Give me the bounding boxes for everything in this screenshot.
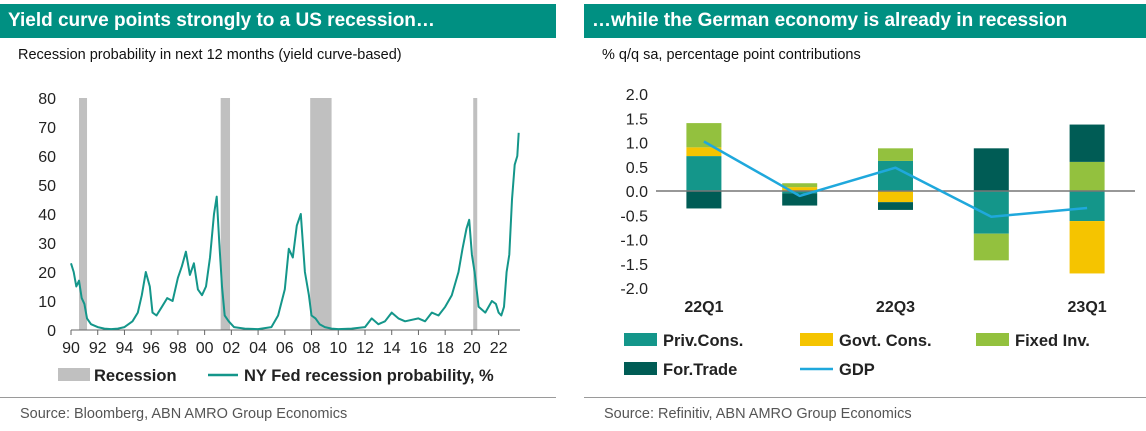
- recession-probability-line: [70, 132, 520, 331]
- x-tick-label: 06: [276, 340, 294, 357]
- x-tick-label: 18: [436, 340, 454, 357]
- bar-segment: [1069, 161, 1105, 191]
- y-tick-label: 1.0: [626, 136, 648, 153]
- y-tick-label: 40: [38, 207, 56, 224]
- x-tick-label: 90: [62, 340, 80, 357]
- bar-segment: [782, 191, 818, 194]
- x-tick-label: 08: [303, 340, 321, 357]
- recession-band: [220, 98, 231, 330]
- gdp-line: [703, 140, 1088, 218]
- x-tick-label: 02: [222, 340, 240, 357]
- y-tick-label: 80: [38, 91, 56, 108]
- left-chart-source: Source: Bloomberg, ABN AMRO Group Econom…: [20, 406, 348, 422]
- bar-segment: [973, 233, 1009, 261]
- x-tick-label: 12: [356, 340, 374, 357]
- legend-swatch: [976, 333, 1009, 346]
- legend-swatch: [624, 362, 657, 375]
- recession-band: [310, 98, 332, 330]
- y-tick-label: 70: [38, 120, 56, 137]
- x-tick-label: 94: [116, 340, 134, 357]
- y-tick-label: 0.5: [626, 160, 648, 177]
- y-tick-label: 60: [38, 149, 56, 166]
- y-tick-label: 50: [38, 178, 56, 195]
- x-tick-label: 22: [490, 340, 508, 357]
- bar-segment: [878, 202, 913, 210]
- bar-segment: [686, 156, 722, 191]
- us-recession-probability-chart: 0 10 20 30 40 50 60 70 80 90 92 94 96 98 00 02 04 06 08 10 1…: [38, 91, 520, 385]
- right-chart-subtitle: % q/q sa, percentage point contributions: [602, 47, 861, 63]
- right-chart-source: Source: Refinitiv, ABN AMRO Group Econom…: [604, 406, 912, 422]
- y-tick-label: 10: [38, 294, 56, 311]
- right-chart-panel: …while the German economy is already in …: [584, 0, 1146, 431]
- y-tick-label: 2.0: [626, 87, 648, 104]
- bar-segment: [782, 187, 818, 191]
- y-tick-label: -0.5: [620, 208, 648, 225]
- y-tick-label: 1.5: [626, 111, 648, 128]
- right-chart-title: …while the German economy is already in …: [584, 4, 1146, 38]
- y-tick-label: 30: [38, 236, 56, 253]
- right-source-divider: [584, 397, 1146, 398]
- bar-segment: [1069, 221, 1105, 274]
- y-tick-label: -2.0: [620, 281, 648, 298]
- x-tick-label: 92: [89, 340, 107, 357]
- x-tick-label: 96: [142, 340, 160, 357]
- bar-segment: [782, 183, 818, 188]
- legend-recession-swatch: [58, 368, 90, 381]
- recession-band: [473, 98, 478, 330]
- x-tick-label: 10: [329, 340, 347, 357]
- legend-swatch: [624, 333, 657, 346]
- bar-segment: [1069, 124, 1105, 162]
- x-tick-label: 00: [196, 340, 214, 357]
- legend-swatch: [800, 333, 833, 346]
- x-tick-label: 14: [383, 340, 401, 357]
- bar-segment: [782, 193, 818, 206]
- bar-segment: [686, 123, 722, 148]
- legend-label: Govt. Cons.: [839, 332, 932, 350]
- left-chart-panel: Yield curve points strongly to a US rece…: [0, 0, 556, 431]
- y-tick-label: -1.5: [620, 257, 648, 274]
- y-tick-label: 20: [38, 265, 56, 282]
- legend-label: Fixed Inv.: [1015, 332, 1090, 350]
- legend-recession-label: Recession: [94, 367, 177, 385]
- bar-segment: [973, 148, 1009, 191]
- bar-segment: [686, 147, 722, 157]
- legend-gdp-label: GDP: [839, 361, 875, 379]
- x-tick-label: 04: [249, 340, 267, 357]
- y-tick-label: 0.0: [626, 184, 648, 201]
- legend-probability-label: NY Fed recession probability, %: [244, 367, 494, 385]
- x-tick-label: 22Q3: [876, 299, 915, 316]
- bar-segment: [1069, 191, 1105, 222]
- bar-segment: [878, 160, 913, 191]
- x-tick-label: 20: [463, 340, 481, 357]
- y-tick-label: -1.0: [620, 233, 648, 250]
- x-tick-label: 98: [169, 340, 187, 357]
- legend-label: For.Trade: [663, 361, 737, 379]
- x-tick-label: 16: [410, 340, 428, 357]
- bar-segment: [878, 148, 913, 161]
- left-chart-subtitle: Recession probability in next 12 months …: [18, 47, 402, 63]
- y-tick-label: 0: [47, 323, 56, 340]
- recession-band: [79, 98, 88, 330]
- legend-label: Priv.Cons.: [663, 332, 743, 350]
- x-tick-label: 23Q1: [1068, 299, 1107, 316]
- bar-segment: [973, 191, 1009, 234]
- bar-segment: [878, 191, 913, 203]
- left-chart-title: Yield curve points strongly to a US rece…: [0, 4, 556, 38]
- bar-segment: [686, 191, 722, 209]
- german-gdp-contributions-chart: 2.0 1.5 1.0 0.5 0.0 -0.5 -1.0 -1.5 -2.0 22Q1 22Q3 2…: [620, 87, 1135, 379]
- x-tick-label: 22Q1: [684, 299, 723, 316]
- left-source-divider: [0, 397, 556, 398]
